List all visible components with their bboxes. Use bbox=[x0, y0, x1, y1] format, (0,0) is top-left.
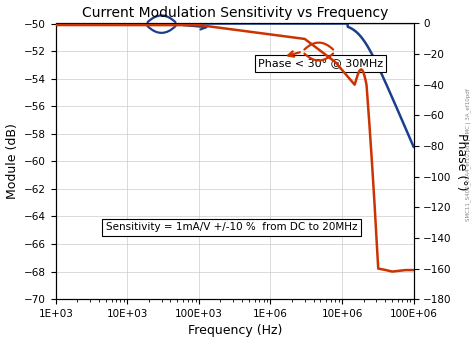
Y-axis label: Phase (°): Phase (°) bbox=[456, 133, 468, 190]
X-axis label: Frequency (Hz): Frequency (Hz) bbox=[188, 324, 282, 338]
Text: Sensitivity = 1mA/V +/-10 %  from DC to 20MHz: Sensitivity = 1mA/V +/-10 % from DC to 2… bbox=[106, 223, 357, 233]
Text: Phase < 30° @ 30MHz: Phase < 30° @ 30MHz bbox=[258, 58, 383, 69]
Y-axis label: Module (dB): Module (dB) bbox=[6, 123, 18, 199]
Title: Current Modulation Sensitivity vs Frequency: Current Modulation Sensitivity vs Freque… bbox=[82, 5, 388, 20]
Text: SMC11_S400_01A4_ef10.pdf | SMC | 3A_ef10pdf: SMC11_S400_01A4_ef10.pdf | SMC | 3A_ef10… bbox=[465, 88, 471, 221]
